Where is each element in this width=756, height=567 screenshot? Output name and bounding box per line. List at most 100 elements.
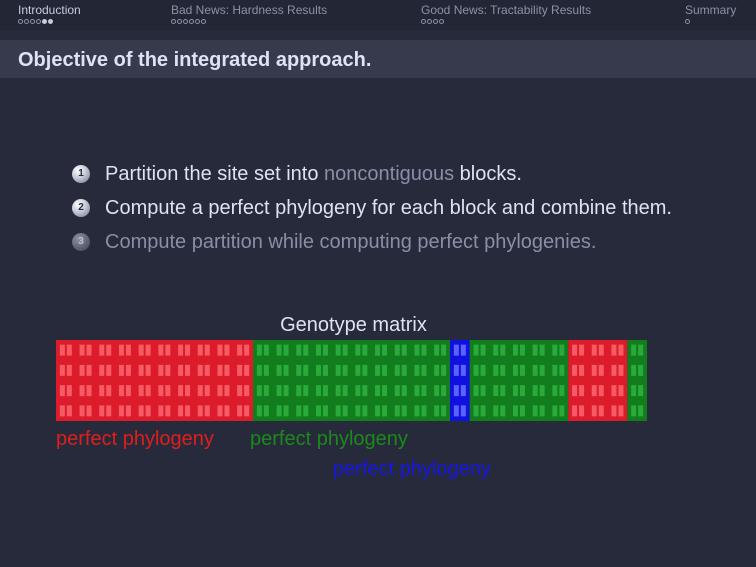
matrix-cell xyxy=(638,385,644,397)
matrix-cell xyxy=(421,364,427,376)
matrix-cell xyxy=(224,344,230,356)
matrix-cell xyxy=(145,405,151,417)
matrix-cell xyxy=(263,385,269,397)
nav-page-dot[interactable] xyxy=(42,19,47,24)
nav-page-dot[interactable] xyxy=(24,19,29,24)
matrix-cell xyxy=(480,385,486,397)
nav-page-dot[interactable] xyxy=(36,19,41,24)
matrix-cell xyxy=(197,364,203,376)
item-number-ball: 3 xyxy=(72,233,90,251)
nav-page-dot[interactable] xyxy=(30,19,35,24)
nav-title-summary[interactable]: Summary xyxy=(685,3,737,17)
matrix-cell xyxy=(145,344,151,356)
nav-section-good-news[interactable]: Good News: Tractability Results xyxy=(421,4,591,24)
matrix-cell xyxy=(493,344,499,356)
matrix-cell xyxy=(276,364,282,376)
nav-title-good-news[interactable]: Good News: Tractability Results xyxy=(421,3,592,17)
nav-dots-good-news xyxy=(421,19,591,24)
matrix-cell xyxy=(480,344,486,356)
matrix-cell xyxy=(138,344,144,356)
matrix-cell xyxy=(512,344,518,356)
matrix-cell xyxy=(342,344,348,356)
matrix-cell xyxy=(401,344,407,356)
matrix-cell xyxy=(631,364,637,376)
matrix-cell xyxy=(519,385,525,397)
matrix-cell xyxy=(66,405,72,417)
matrix-cell xyxy=(500,344,506,356)
matrix-cell xyxy=(375,344,381,356)
item-text: Compute partition while computing perfec… xyxy=(105,231,597,253)
matrix-cell xyxy=(362,364,368,376)
matrix-cell xyxy=(276,405,282,417)
matrix-cell xyxy=(598,405,604,417)
matrix-cell xyxy=(217,405,223,417)
matrix-cell xyxy=(276,344,282,356)
matrix-cell xyxy=(512,385,518,397)
matrix-cell xyxy=(244,405,250,417)
matrix-cell xyxy=(315,344,321,356)
nav-title-bad-news[interactable]: Bad News: Hardness Results xyxy=(171,3,328,17)
nav-page-dot[interactable] xyxy=(439,19,444,24)
nav-page-dot[interactable] xyxy=(48,19,53,24)
list-item-partition: 1 Partition the site set into noncontigu… xyxy=(70,160,710,188)
nav-section-summary[interactable]: Summary xyxy=(685,4,736,24)
matrix-cell xyxy=(559,385,565,397)
nav-section-introduction[interactable]: Introduction xyxy=(18,4,81,24)
matrix-cell xyxy=(441,405,447,417)
matrix-cell xyxy=(532,405,538,417)
matrix-cell xyxy=(453,385,459,397)
nav-page-dot[interactable] xyxy=(177,19,182,24)
matrix-cell xyxy=(591,385,597,397)
enumerated-list: 1 Partition the site set into noncontigu… xyxy=(70,160,710,262)
matrix-cell xyxy=(138,385,144,397)
nav-page-dot[interactable] xyxy=(183,19,188,24)
matrix-cell xyxy=(382,405,388,417)
matrix-cell xyxy=(178,364,184,376)
matrix-cell xyxy=(611,364,617,376)
nav-page-dot[interactable] xyxy=(195,19,200,24)
matrix-cell xyxy=(66,344,72,356)
matrix-cell xyxy=(224,405,230,417)
matrix-cell xyxy=(138,405,144,417)
nav-page-dot[interactable] xyxy=(201,19,206,24)
matrix-cell xyxy=(414,385,420,397)
matrix-cell xyxy=(315,405,321,417)
nav-page-dot[interactable] xyxy=(18,19,23,24)
matrix-cell xyxy=(598,344,604,356)
matrix-cell xyxy=(631,344,637,356)
nav-page-dot[interactable] xyxy=(685,19,690,24)
nav-dots-introduction xyxy=(18,19,81,24)
matrix-cell xyxy=(421,385,427,397)
matrix-cell xyxy=(86,405,92,417)
matrix-cell xyxy=(473,385,479,397)
matrix-cell xyxy=(460,385,466,397)
matrix-cell xyxy=(86,385,92,397)
matrix-cell xyxy=(572,385,578,397)
matrix-cell xyxy=(99,385,105,397)
matrix-cell xyxy=(532,344,538,356)
matrix-cell xyxy=(197,344,203,356)
matrix-cell xyxy=(185,344,191,356)
matrix-cell xyxy=(322,364,328,376)
matrix-block-blue xyxy=(450,340,470,421)
matrix-block-green xyxy=(627,340,647,421)
matrix-cell xyxy=(217,364,223,376)
nav-page-dot[interactable] xyxy=(189,19,194,24)
matrix-cell xyxy=(59,364,65,376)
matrix-cell xyxy=(355,364,361,376)
matrix-cell xyxy=(79,364,85,376)
matrix-cell xyxy=(256,364,262,376)
matrix-cell xyxy=(611,405,617,417)
nav-page-dot[interactable] xyxy=(427,19,432,24)
matrix-cell xyxy=(618,364,624,376)
nav-page-dot[interactable] xyxy=(421,19,426,24)
nav-dots-bad-news xyxy=(171,19,327,24)
nav-page-dot[interactable] xyxy=(433,19,438,24)
matrix-cell xyxy=(539,385,545,397)
matrix-cell xyxy=(579,364,585,376)
matrix-cell xyxy=(362,405,368,417)
nav-section-bad-news[interactable]: Bad News: Hardness Results xyxy=(171,4,327,24)
matrix-cell xyxy=(434,344,440,356)
nav-title-introduction[interactable]: Introduction xyxy=(18,3,81,17)
nav-page-dot[interactable] xyxy=(171,19,176,24)
